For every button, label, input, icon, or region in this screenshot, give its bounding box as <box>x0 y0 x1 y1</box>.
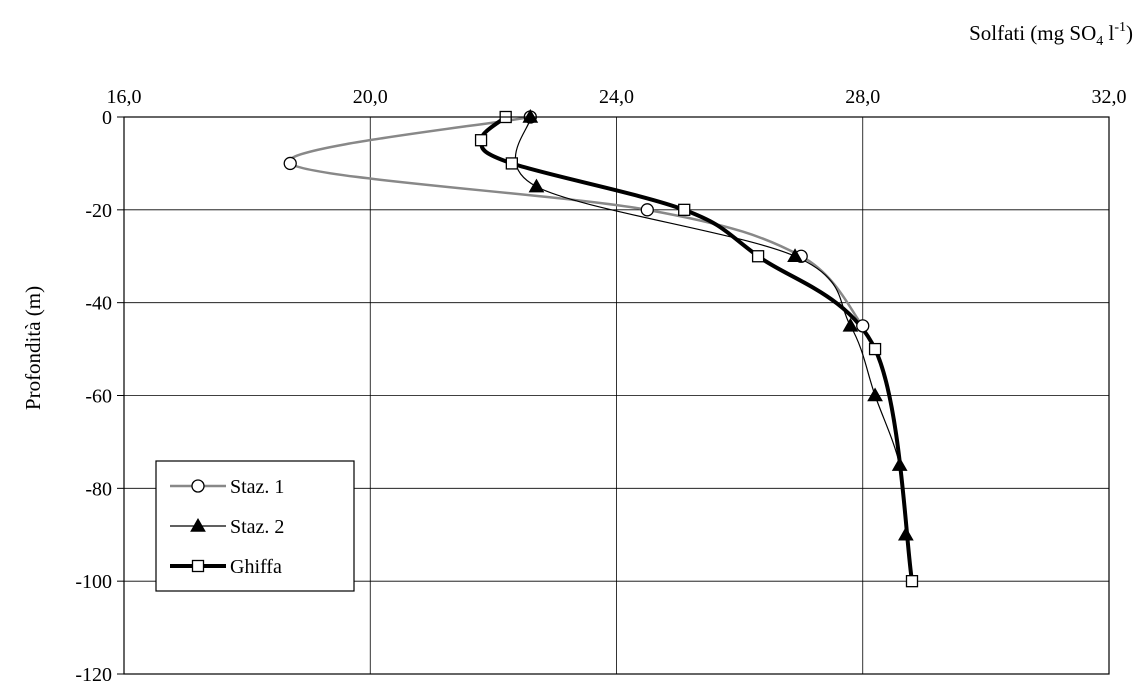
data-point-staz-2 <box>787 248 803 262</box>
data-point-staz-2 <box>842 317 859 332</box>
legend-label-staz-1: Staz. 1 <box>230 476 284 498</box>
series-line-staz-1 <box>287 115 864 327</box>
data-point-ghiffa <box>868 342 882 356</box>
data-point-staz-2 <box>522 108 539 123</box>
data-point-ghiffa <box>505 157 518 170</box>
plot-frame <box>123 116 1110 675</box>
series-layer <box>283 108 919 588</box>
data-point-ghiffa <box>905 575 919 588</box>
x-tick-label: 28,0 <box>845 86 880 108</box>
y-tick-labels: 0 -20 -40 -60 -80 -100 -120 <box>75 107 112 684</box>
legend-marker-staz-2 <box>190 517 206 532</box>
y-tick-label: -80 <box>85 478 112 500</box>
x-axis-title: Solfati (mg SO4 l-1) <box>969 20 1133 49</box>
x-tick-label: 16,0 <box>107 86 142 108</box>
data-point-ghiffa <box>751 250 765 263</box>
data-point-staz-2 <box>891 457 908 471</box>
legend: Staz. 1 Staz. 2 Ghiffa <box>155 460 355 592</box>
series-line-ghiffa <box>479 115 914 582</box>
y-tick-label: -100 <box>75 571 112 593</box>
data-point-staz-1 <box>856 319 870 333</box>
y-tick-label: -20 <box>85 200 112 222</box>
data-point-staz-1 <box>640 203 654 217</box>
data-point-ghiffa <box>474 134 488 147</box>
x-tick-label: 24,0 <box>599 86 634 108</box>
y-axis-title: Profondità (m) <box>21 286 45 410</box>
x-tick-label: 32,0 <box>1092 86 1127 108</box>
legend-marker-staz-1 <box>191 479 205 493</box>
data-point-ghiffa <box>678 203 691 216</box>
legend-label-staz-2: Staz. 2 <box>230 516 284 538</box>
x-tick-labels: 16,0 20,0 24,0 28,0 32,0 <box>107 86 1127 108</box>
y-tick-label: -120 <box>75 664 112 684</box>
data-point-staz-2 <box>528 178 545 193</box>
x-tick-label: 20,0 <box>353 86 388 108</box>
data-point-staz-2 <box>867 387 883 402</box>
y-tick-label: 0 <box>102 107 112 129</box>
y-tick-label: -60 <box>85 386 112 408</box>
legend-label-ghiffa: Ghiffa <box>230 556 282 578</box>
data-point-staz-1 <box>283 156 297 171</box>
y-tick-label: -40 <box>85 293 112 315</box>
legend-marker-ghiffa <box>191 559 205 573</box>
data-point-staz-2 <box>897 526 914 541</box>
